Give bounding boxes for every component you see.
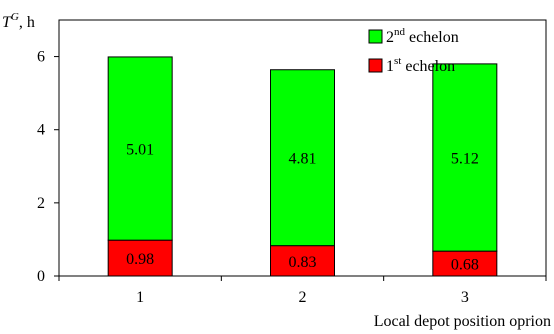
x-axis-ticks: 1 2 3 — [58, 276, 547, 306]
y-axis-title-main: T — [2, 14, 12, 31]
data-label: 0.68 — [451, 257, 479, 274]
legend-1st-base: 1 — [386, 58, 394, 75]
legend-2nd-rest: echelon — [405, 29, 459, 46]
y-tick-label: 2 — [37, 195, 45, 212]
x-axis-title: Local depot position oprion — [374, 313, 551, 330]
x-tick-label: 1 — [136, 289, 144, 306]
legend-1st-rest: echelon — [401, 58, 455, 75]
data-label: 5.01 — [126, 142, 154, 159]
bar-segment — [107, 239, 173, 277]
data-labels: 0.98 5.01 0.83 4.81 0.68 5.12 — [126, 142, 479, 274]
bar-segment — [270, 69, 335, 247]
legend-2nd-sup: nd — [394, 26, 406, 38]
x-tick-label: 3 — [461, 289, 469, 306]
data-label: 5.12 — [451, 151, 479, 168]
legend-label-2nd-echelon: 2nd echelon — [386, 26, 459, 46]
legend-1st-sup: st — [394, 55, 401, 67]
data-label: 0.83 — [289, 254, 317, 271]
legend-2nd-base: 2 — [386, 29, 394, 46]
bars — [107, 56, 498, 277]
y-axis-title-unit: , h — [19, 14, 35, 31]
legend-label-1st-echelon: 1st echelon — [386, 55, 455, 75]
legend: 2nd echelon 1st echelon — [368, 26, 459, 75]
data-label: 4.81 — [289, 151, 317, 168]
legend-swatch-2nd-echelon — [368, 29, 383, 44]
data-label: 0.98 — [126, 251, 154, 268]
x-tick-label: 2 — [299, 289, 307, 306]
bar-segment — [432, 63, 498, 252]
bar-segment — [107, 56, 173, 241]
y-tick-label: 0 — [37, 268, 45, 285]
y-tick-label: 6 — [37, 49, 45, 66]
legend-swatch-1st-echelon — [368, 58, 383, 73]
y-axis-title: TG, h — [2, 11, 35, 31]
bar-segment — [432, 250, 498, 277]
y-tick-label: 4 — [37, 122, 45, 139]
y-axis-title-sup: G — [11, 11, 19, 23]
y-axis-ticks: 0 2 4 6 — [37, 49, 59, 285]
